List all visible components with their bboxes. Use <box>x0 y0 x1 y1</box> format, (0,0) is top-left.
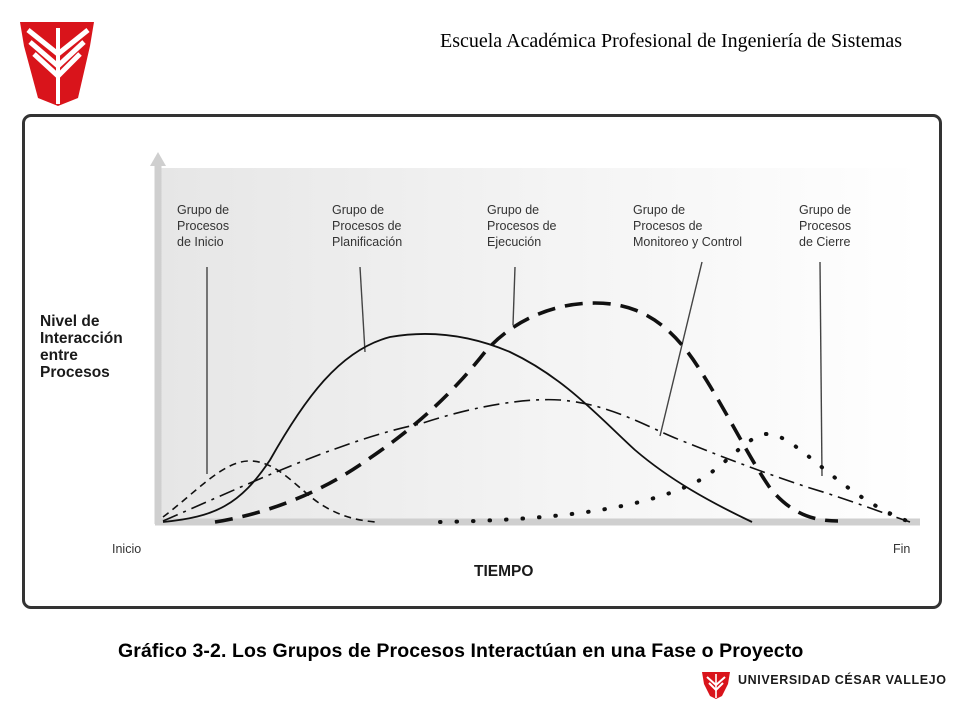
curve-ejecucion <box>214 301 839 524</box>
curve-inicio <box>162 460 376 523</box>
university-footer-logo <box>702 672 730 699</box>
curve-planificacion <box>162 333 753 523</box>
group-label-ejecucion: Grupo de Procesos de Ejecución <box>487 203 557 249</box>
plot-area <box>158 168 920 522</box>
leader-line-ejecucion <box>512 266 516 326</box>
group-label-inicio: Grupo de Procesos de Inicio <box>177 203 229 249</box>
leader-line-cierre <box>819 261 823 477</box>
group-label-monitoreo: Grupo de Procesos de Monitoreo y Control <box>633 203 742 249</box>
figure-caption: Gráfico 3-2. Los Grupos de Procesos Inte… <box>118 640 804 662</box>
university-logo-icon <box>20 22 94 106</box>
leader-line-monitoreo <box>659 261 703 437</box>
x-end-label: Fin <box>893 542 910 556</box>
group-label-planificacion: Grupo de Procesos de Planificación <box>332 203 402 249</box>
leader-lines <box>206 261 823 477</box>
y-axis-label: Nivel de Interacción entre Procesos <box>40 313 127 381</box>
university-name: UNIVERSIDAD CÉSAR VALLEJO <box>738 673 947 687</box>
curve-monitoreo <box>162 398 911 523</box>
y-axis-arrow-icon <box>150 152 166 166</box>
group-label-cierre: Grupo de Procesos de Cierre <box>799 203 851 249</box>
leader-line-planificacion <box>359 266 366 353</box>
x-axis-label: TIEMPO <box>474 563 533 580</box>
x-start-label: Inicio <box>112 542 141 556</box>
page-title: Escuela Académica Profesional de Ingenie… <box>440 30 903 52</box>
